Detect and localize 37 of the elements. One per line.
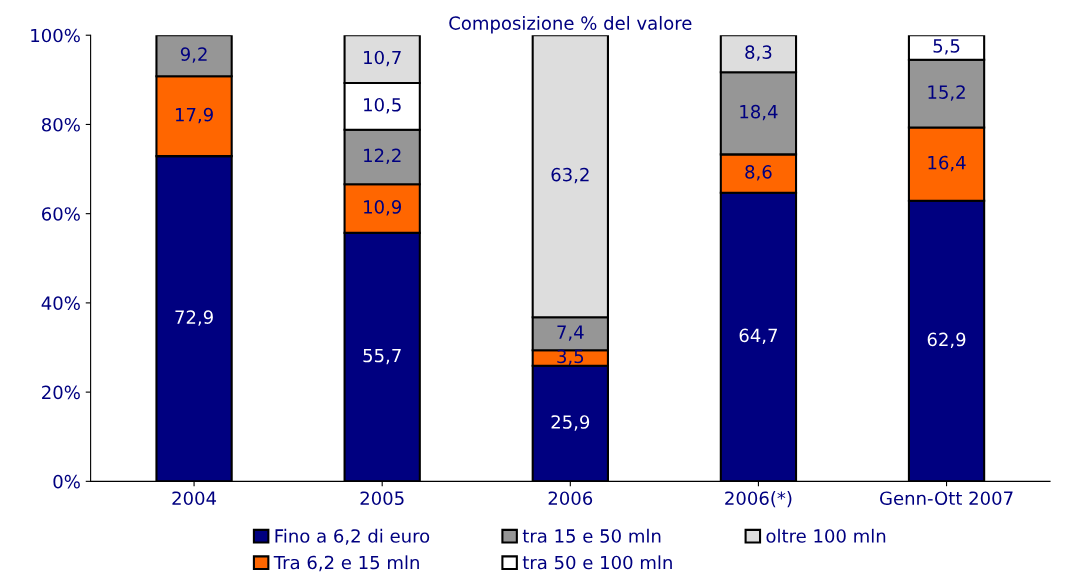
legend-label: tra 50 e 100 mln bbox=[522, 555, 672, 570]
data-label: 10,7 bbox=[364, 50, 401, 67]
data-label: 72,9 bbox=[175, 310, 213, 326]
data-label: 62,9 bbox=[927, 332, 966, 349]
y-tick-label: 40% bbox=[41, 296, 80, 311]
data-label: 8,6 bbox=[745, 165, 772, 181]
data-label: 25,9 bbox=[551, 415, 590, 431]
legend-label: Tra 6,2 e 15 mln bbox=[273, 555, 419, 572]
x-tick-label: 2006 bbox=[548, 491, 593, 506]
data-label: 64,7 bbox=[739, 328, 777, 345]
data-label: 3,5 bbox=[557, 349, 584, 366]
x-tick-label: 2004 bbox=[172, 491, 217, 506]
data-label: 17,9 bbox=[175, 107, 213, 124]
data-label: 7,4 bbox=[557, 325, 584, 341]
data-label: 18,4 bbox=[740, 104, 778, 121]
legend-label: Fino a 6,2 di euro bbox=[275, 528, 430, 545]
x-tick-label: 2006(*) bbox=[725, 491, 792, 508]
data-label: 10,5 bbox=[364, 97, 401, 114]
data-label: 10,9 bbox=[364, 200, 402, 216]
data-label: 12,2 bbox=[364, 148, 401, 165]
legend-label: tra 15 e 50 mln bbox=[522, 528, 661, 543]
x-tick-label: 2005 bbox=[360, 491, 404, 506]
data-label: 8,3 bbox=[745, 45, 772, 61]
y-tick-label: 80% bbox=[41, 117, 80, 132]
y-tick-label: 0% bbox=[53, 474, 80, 489]
y-tick-label: 100% bbox=[31, 28, 80, 43]
data-label: 15,2 bbox=[928, 85, 965, 101]
chart-title: Composizione % del valore bbox=[449, 15, 692, 34]
x-tick-label: Genn-Ott 2007 bbox=[880, 491, 1013, 506]
data-label: 9,2 bbox=[180, 47, 207, 63]
data-label: 16,4 bbox=[928, 155, 966, 172]
y-tick-label: 60% bbox=[42, 207, 80, 221]
data-label: 63,2 bbox=[551, 167, 589, 184]
data-label: 5,5 bbox=[933, 39, 960, 55]
data-label: 55,7 bbox=[363, 348, 401, 365]
y-tick-label: 20% bbox=[42, 385, 80, 400]
legend-label: oltre 100 mln bbox=[766, 528, 886, 543]
